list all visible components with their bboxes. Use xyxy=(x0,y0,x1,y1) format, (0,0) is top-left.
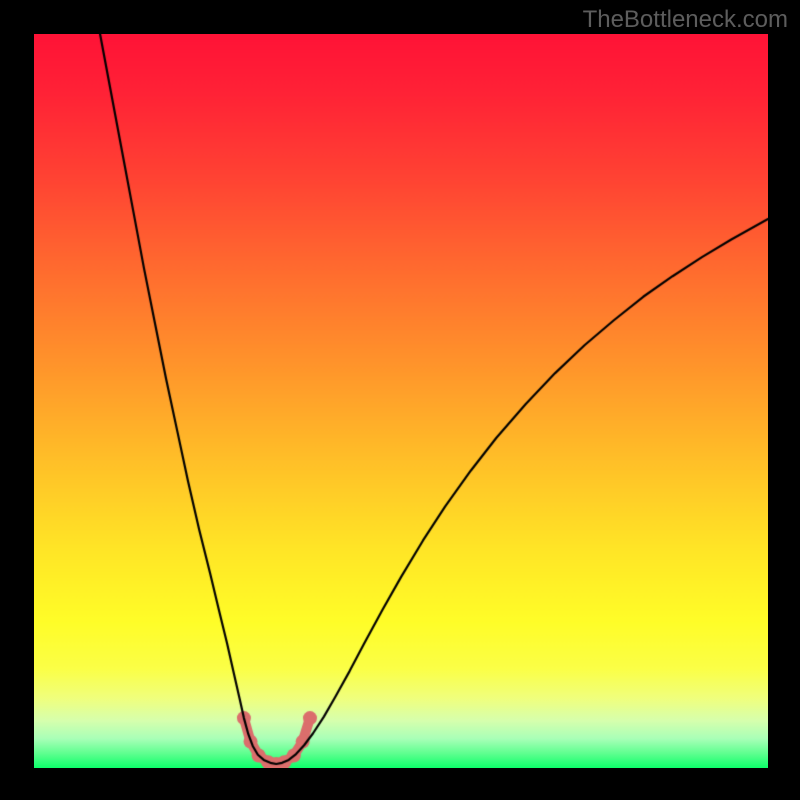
plot-area xyxy=(34,34,768,768)
bottleneck-curve xyxy=(34,34,768,768)
chart-stage: TheBottleneck.com xyxy=(0,0,800,800)
watermark-text: TheBottleneck.com xyxy=(583,6,788,34)
